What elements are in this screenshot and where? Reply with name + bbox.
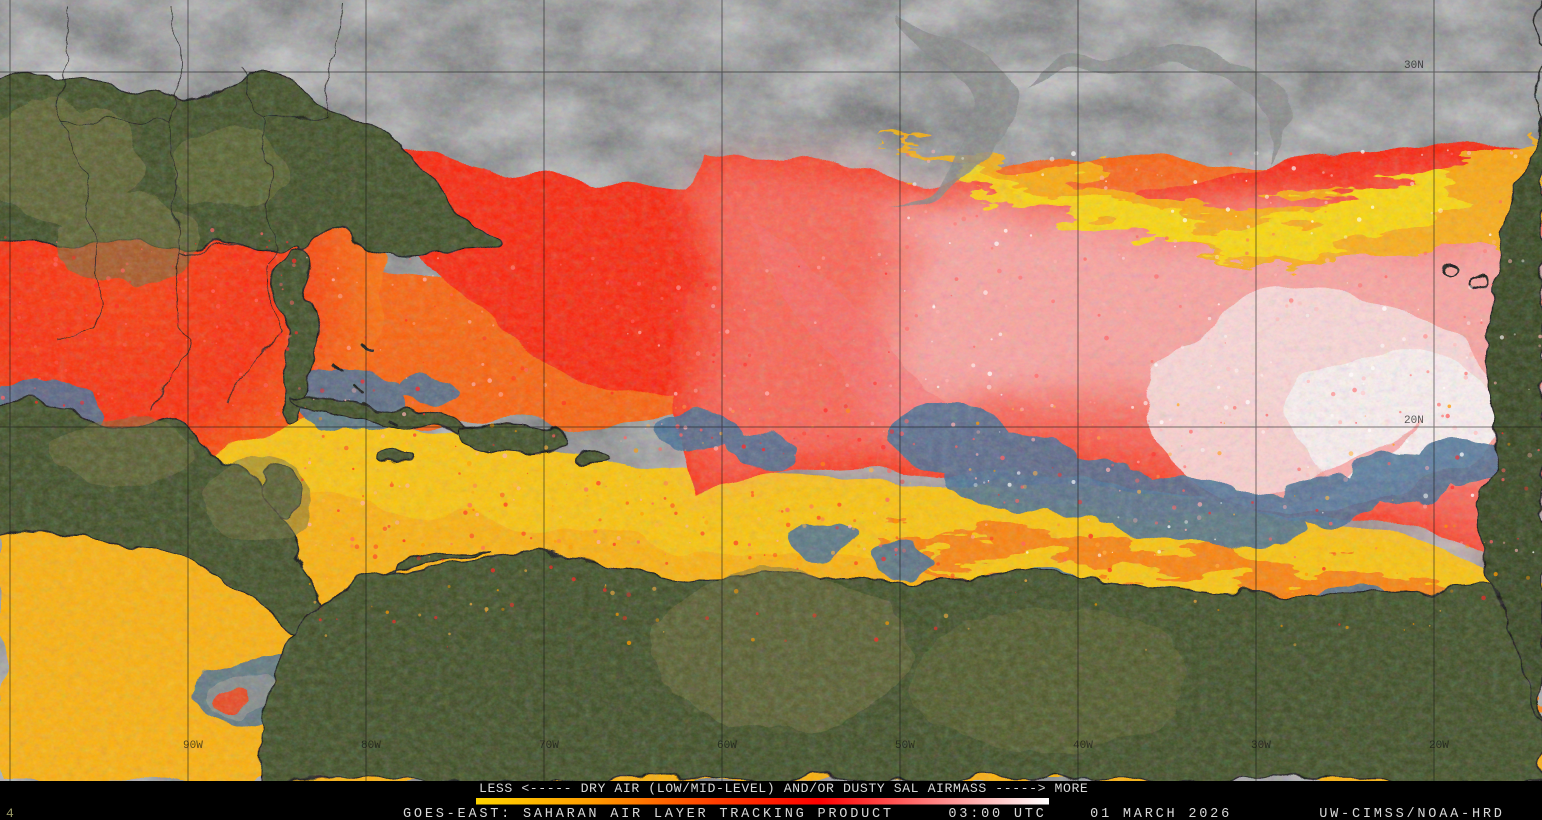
svg-text:30N: 30N bbox=[1404, 60, 1424, 72]
svg-text:50W: 50W bbox=[895, 740, 915, 752]
svg-text:LESS <----- DRY AIR (LOW/MID-L: LESS <----- DRY AIR (LOW/MID-LEVEL) AND/… bbox=[479, 781, 1088, 796]
svg-text:30W: 30W bbox=[1251, 740, 1271, 752]
svg-text:20N: 20N bbox=[1404, 415, 1424, 427]
svg-text:20W: 20W bbox=[1429, 740, 1449, 752]
svg-text:40W: 40W bbox=[1073, 740, 1093, 752]
svg-text:90W: 90W bbox=[183, 740, 203, 752]
svg-text:60W: 60W bbox=[717, 740, 737, 752]
svg-text:4: 4 bbox=[6, 806, 14, 820]
svg-text:70W: 70W bbox=[539, 740, 559, 752]
svg-text:GOES-EAST: SAHARAN AIR LAYER T: GOES-EAST: SAHARAN AIR LAYER TRACKING PR… bbox=[403, 807, 1505, 820]
svg-text:80W: 80W bbox=[361, 740, 381, 752]
